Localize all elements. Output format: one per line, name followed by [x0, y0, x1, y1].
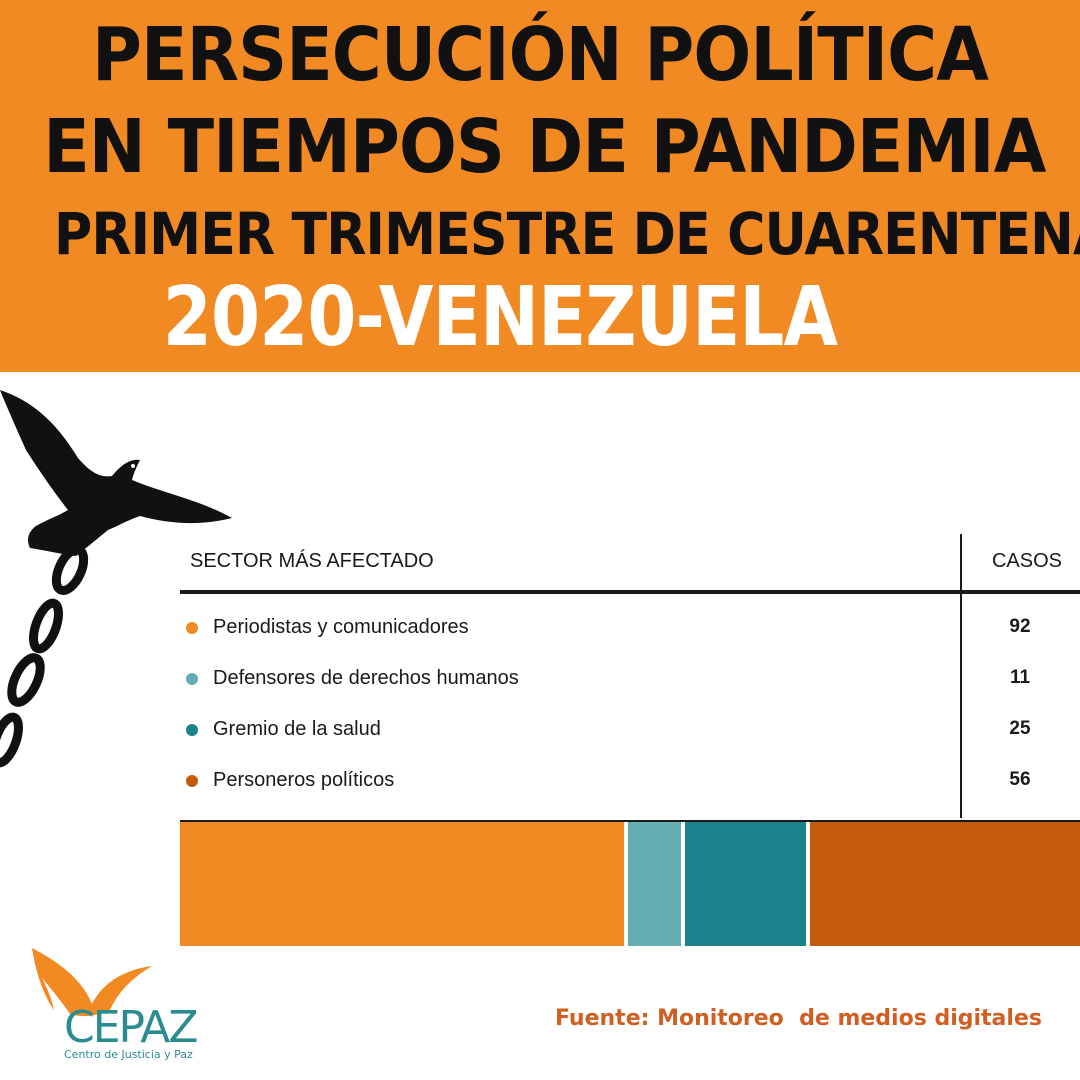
logo-subtitle: Centro de Justicia y Paz — [64, 1048, 193, 1061]
title-line-4: 2020-VENEZUELA — [162, 270, 838, 365]
table-row: Personeros políticos 56 — [180, 763, 1080, 803]
row-label: Personeros políticos — [213, 769, 395, 791]
cepaz-bird-logo-icon — [32, 948, 152, 1017]
source-note: Fuente: Monitoreo de medios digitales — [555, 1006, 1042, 1031]
row-label: Periodistas y comunicadores — [213, 616, 469, 638]
table-row: Gremio de la salud 25 — [180, 712, 1080, 752]
stack-segment-salud — [685, 822, 806, 946]
logo-wordmark: CEPAZ — [64, 1002, 198, 1053]
title-banner: PERSECUCIÓN POLÍTICA EN TIEMPOS DE PANDE… — [0, 0, 1080, 372]
chain-icon — [0, 545, 89, 768]
legend-dot-politicos — [186, 775, 198, 787]
row-value: 56 — [1009, 769, 1031, 790]
row-label: Defensores de derechos humanos — [213, 667, 519, 689]
header-divider — [180, 590, 1080, 594]
table-row: Defensores de derechos humanos 11 — [180, 661, 1080, 701]
table-row: Periodistas y comunicadores 92 — [180, 610, 1080, 650]
legend-dot-salud — [186, 724, 198, 736]
stack-segment-periodistas — [180, 822, 624, 946]
row-label: Gremio de la salud — [213, 718, 381, 740]
title-line-1: PERSECUCIÓN POLÍTICA — [92, 12, 989, 98]
title-line-3: PRIMER TRIMESTRE DE CUARENTENA — [54, 200, 1080, 268]
dove-icon — [0, 390, 232, 556]
dove-chain-illustration — [0, 390, 232, 768]
table-header: SECTOR MÁS AFECTADO CASOS — [180, 534, 1080, 592]
column-header-sector: SECTOR MÁS AFECTADO — [190, 550, 434, 572]
legend-dot-periodistas — [186, 622, 198, 634]
row-value: 92 — [1009, 616, 1031, 637]
table-bottom-divider — [180, 820, 1080, 822]
stack-segment-politicos — [809, 822, 1080, 946]
column-header-casos: CASOS — [991, 550, 1062, 572]
column-divider — [960, 534, 962, 818]
row-value: 11 — [1009, 667, 1031, 688]
row-value: 25 — [1009, 718, 1031, 739]
legend-dot-defensores — [186, 673, 198, 685]
stacked-bar — [180, 822, 1080, 946]
stack-segment-defensores — [628, 822, 682, 946]
title-line-2: EN TIEMPOS DE PANDEMIA — [43, 104, 1046, 190]
